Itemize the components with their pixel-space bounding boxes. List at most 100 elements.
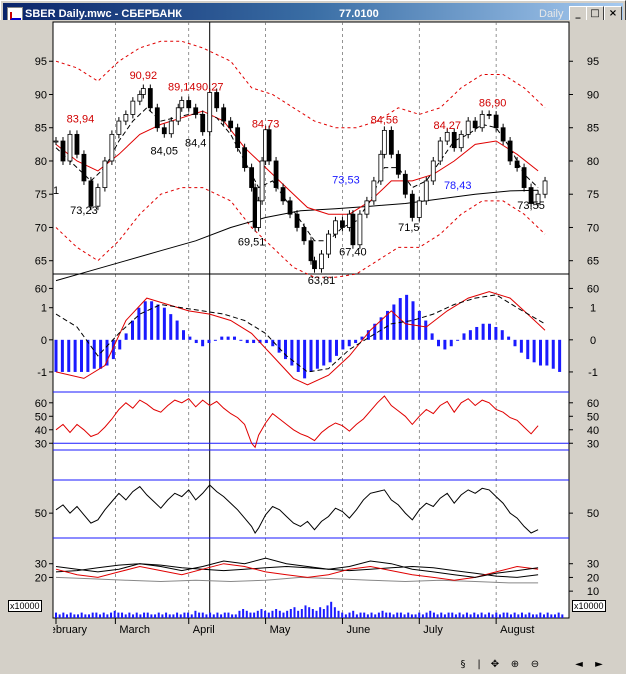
macd-bar xyxy=(488,323,491,340)
macd-bar xyxy=(182,330,185,340)
y-tick-right: 30 xyxy=(587,559,599,571)
candle-body xyxy=(542,180,548,195)
month-label: February xyxy=(43,624,88,636)
candle-body xyxy=(308,240,314,262)
chart-canvas[interactable]: 83,94 90,92 89,14 90,27 84,73 84,56 84,27 86,90… xyxy=(0,20,626,659)
volume-bar xyxy=(506,612,509,618)
candle-body xyxy=(140,88,146,95)
title-bar[interactable]: SBER Daily.mwc - СБЕРБАНК 77.0100 Daily … xyxy=(3,3,623,25)
volume-bar xyxy=(337,610,340,618)
candle-body xyxy=(486,114,492,116)
candle-body xyxy=(123,114,129,122)
separator: | xyxy=(477,659,481,670)
volume-bar xyxy=(363,612,366,618)
price-annotation: 90,27 xyxy=(196,81,224,93)
macd-bar xyxy=(328,339,332,363)
y-tick-right: 65 xyxy=(587,256,599,268)
candle-body xyxy=(95,187,101,207)
macd-bar xyxy=(360,336,364,340)
candle-body xyxy=(350,213,356,246)
volume-bar xyxy=(245,610,248,618)
chart-area[interactable]: 83,94 90,92 89,14 90,27 84,73 84,56 84,27 86,90… xyxy=(0,20,626,670)
zoom-in-icon[interactable]: ⊕ xyxy=(510,659,520,670)
volume-bar xyxy=(84,614,87,618)
y-tick-left: -1 xyxy=(37,367,47,379)
macd-bar xyxy=(411,301,415,340)
volume-bar xyxy=(458,612,461,618)
macd-bar xyxy=(322,339,326,366)
volume-bar xyxy=(168,614,171,618)
price-annotation: 69,51 xyxy=(238,236,266,248)
sync-icon[interactable]: § xyxy=(460,659,466,670)
price-annotation: 83,94 xyxy=(67,113,95,125)
volume-bar xyxy=(209,612,212,618)
macd-bar xyxy=(386,310,389,340)
volume-bar xyxy=(264,610,267,618)
scroll-left-icon[interactable]: ◄ xyxy=(575,659,583,670)
volume-bar xyxy=(143,612,146,618)
month-label: May xyxy=(270,624,291,636)
volume-bar xyxy=(480,612,483,618)
macd-bar xyxy=(405,294,409,340)
volume-bar xyxy=(157,612,160,618)
volume-bar xyxy=(271,610,274,618)
macd-bar xyxy=(99,339,103,369)
y-tick-left: 0 xyxy=(41,335,47,347)
zoom-out-icon[interactable]: ⊖ xyxy=(530,659,540,670)
stochastic-line xyxy=(55,484,539,534)
macd-bar xyxy=(201,339,205,347)
volume-bar xyxy=(509,614,512,618)
y-tick-left: 50 xyxy=(35,508,47,520)
macd-bar xyxy=(532,339,536,363)
candle-body xyxy=(437,140,443,162)
macd-bar xyxy=(373,323,377,340)
y-tick-right: 40 xyxy=(587,425,599,437)
y-tick-right: 60 xyxy=(587,283,599,295)
volume-bar xyxy=(220,614,223,618)
volume-bar xyxy=(289,609,292,618)
volume-bar xyxy=(319,607,322,618)
macd-bar xyxy=(131,320,134,340)
macd-line xyxy=(55,294,546,373)
month-label: April xyxy=(193,624,215,636)
macd-bar xyxy=(67,339,71,372)
pan-icon[interactable]: ✥ xyxy=(490,659,500,670)
scroll-right-icon[interactable]: ► xyxy=(595,659,603,670)
macd-bar xyxy=(156,304,160,340)
macd-bar xyxy=(417,310,421,340)
volume-bar xyxy=(183,612,186,618)
volume-bar xyxy=(429,610,432,618)
candle-body xyxy=(266,129,272,162)
macd-bar xyxy=(526,339,530,360)
candle-body xyxy=(147,88,153,109)
volume-bar xyxy=(403,614,406,618)
volume-bar xyxy=(194,610,197,618)
macd-bar xyxy=(207,339,211,344)
volume-bar xyxy=(341,612,344,618)
candle-body xyxy=(221,107,227,122)
volume-bar xyxy=(535,614,538,618)
volume-bar xyxy=(282,612,285,618)
macd-bar xyxy=(539,339,542,366)
volume-bar xyxy=(520,612,523,618)
price-annotation: 67,40 xyxy=(339,246,367,258)
macd-bar xyxy=(481,323,485,340)
volume-bar xyxy=(473,612,476,618)
volume-bar xyxy=(128,612,131,618)
macd-bar xyxy=(462,333,466,340)
volume-bar xyxy=(392,614,395,618)
volume-bar xyxy=(62,612,65,618)
candle-body xyxy=(507,140,513,162)
candle-body xyxy=(479,114,485,129)
volume-bar xyxy=(454,614,457,618)
volume-bar xyxy=(502,612,505,618)
period-label: Daily xyxy=(539,8,564,20)
volume-bar xyxy=(517,614,520,618)
macd-bar xyxy=(379,317,383,340)
y-tick-right: 70 xyxy=(587,222,599,234)
lower-band-line xyxy=(55,187,546,278)
macd-bar xyxy=(545,339,549,366)
y-tick-left: 90 xyxy=(35,89,47,101)
volume-bar xyxy=(260,609,263,618)
last-price: 77.0100 xyxy=(339,8,379,20)
